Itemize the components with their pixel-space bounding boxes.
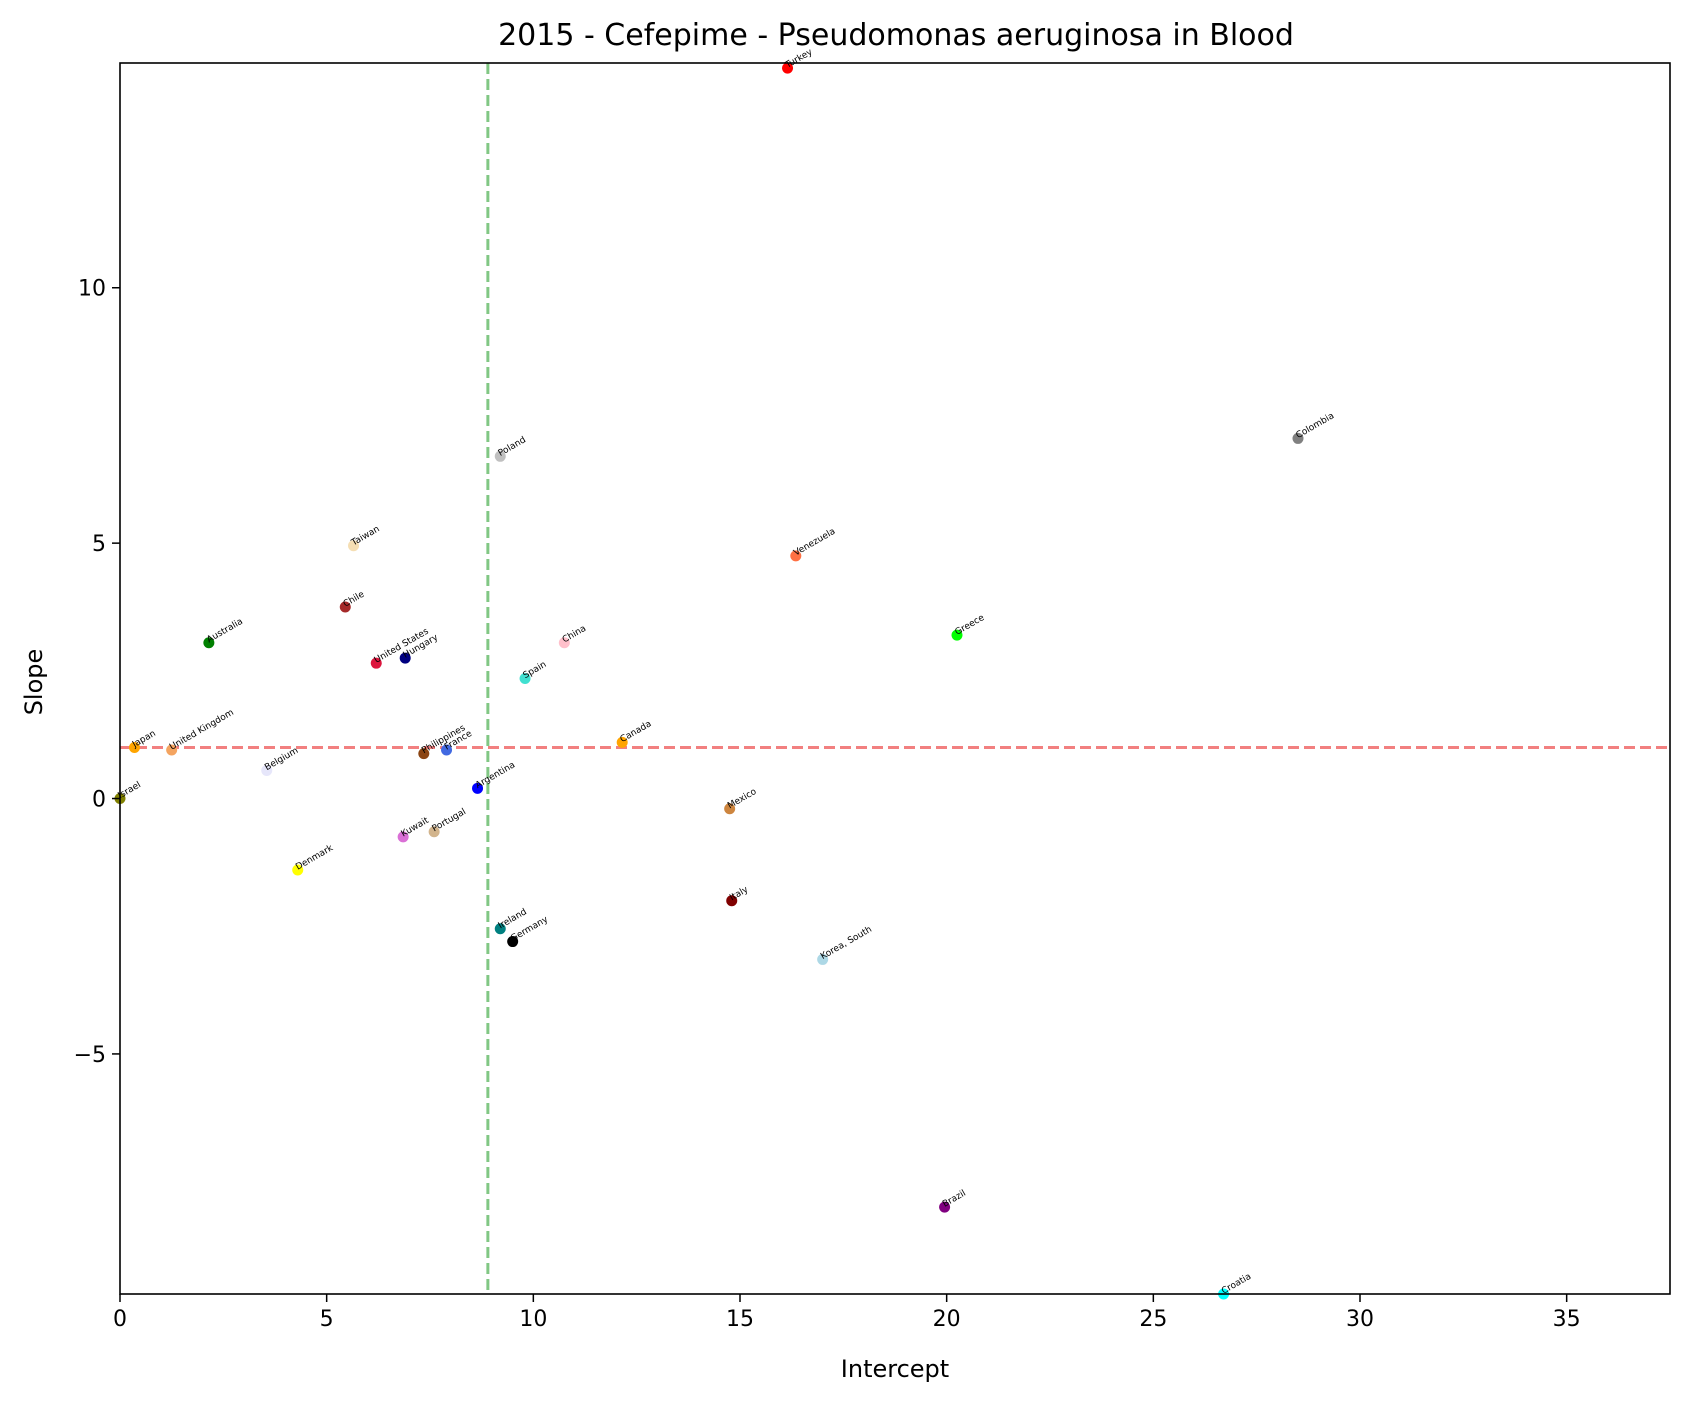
data-point bbox=[261, 764, 273, 776]
data-point bbox=[203, 637, 215, 649]
x-tick-label: 5 bbox=[320, 1307, 334, 1332]
plot-frame bbox=[119, 62, 1671, 1295]
data-point bbox=[1292, 432, 1304, 444]
y-tick-label: −5 bbox=[74, 1043, 106, 1068]
data-point bbox=[399, 652, 411, 664]
data-point bbox=[348, 540, 360, 552]
x-tick-label: 20 bbox=[933, 1307, 961, 1332]
data-point bbox=[726, 895, 738, 907]
data-point bbox=[790, 550, 802, 562]
data-point bbox=[441, 744, 453, 756]
data-point bbox=[782, 62, 794, 74]
data-point bbox=[397, 831, 409, 843]
y-axis-ticks: −5 0 5 10 bbox=[74, 277, 120, 1068]
data-point bbox=[339, 601, 351, 613]
data-points bbox=[114, 62, 1304, 1300]
y-axis-label: Slope bbox=[20, 649, 48, 716]
x-tick-label: 0 bbox=[113, 1307, 127, 1332]
data-point bbox=[418, 748, 430, 760]
data-point bbox=[494, 450, 506, 462]
data-point bbox=[817, 953, 829, 965]
x-axis-label: Intercept bbox=[841, 1355, 949, 1383]
y-tick-label: 0 bbox=[92, 788, 106, 813]
reference-lines bbox=[120, 63, 1670, 1294]
x-tick-label: 25 bbox=[1139, 1307, 1167, 1332]
data-point bbox=[292, 864, 304, 876]
data-point bbox=[166, 744, 178, 756]
data-point bbox=[616, 736, 628, 748]
data-point bbox=[724, 803, 736, 815]
data-point bbox=[939, 1201, 951, 1213]
data-point bbox=[519, 673, 531, 684]
data-point bbox=[128, 741, 140, 753]
y-tick-label: 5 bbox=[92, 532, 106, 557]
data-point bbox=[507, 936, 519, 948]
x-tick-label: 35 bbox=[1553, 1307, 1581, 1332]
data-point bbox=[370, 657, 382, 669]
x-tick-label: 30 bbox=[1346, 1307, 1374, 1332]
x-axis-ticks: 0 5 10 15 20 25 30 35 bbox=[113, 1294, 1581, 1332]
data-point bbox=[558, 637, 570, 649]
data-point bbox=[428, 826, 440, 838]
x-tick-label: 10 bbox=[519, 1307, 547, 1332]
data-point bbox=[494, 923, 506, 935]
data-point bbox=[951, 629, 963, 641]
data-point bbox=[472, 782, 484, 794]
x-tick-label: 15 bbox=[726, 1307, 754, 1332]
chart-title: 2015 - Cefepime - Pseudomonas aeruginosa… bbox=[498, 18, 1294, 53]
y-tick-label: 10 bbox=[78, 277, 106, 302]
